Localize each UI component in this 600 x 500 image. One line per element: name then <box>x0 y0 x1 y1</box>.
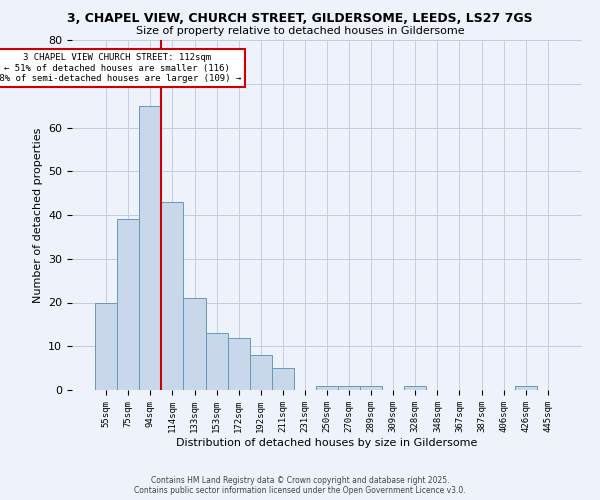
Bar <box>515 386 537 390</box>
Bar <box>272 368 294 390</box>
Bar <box>184 298 206 390</box>
Bar <box>206 333 227 390</box>
Text: Size of property relative to detached houses in Gildersome: Size of property relative to detached ho… <box>136 26 464 36</box>
Bar <box>117 220 139 390</box>
Bar <box>404 386 427 390</box>
Bar <box>360 386 382 390</box>
Bar <box>139 106 161 390</box>
Bar <box>316 386 338 390</box>
Y-axis label: Number of detached properties: Number of detached properties <box>32 128 43 302</box>
Text: Contains HM Land Registry data © Crown copyright and database right 2025.
Contai: Contains HM Land Registry data © Crown c… <box>134 476 466 495</box>
Bar <box>227 338 250 390</box>
Bar <box>161 202 184 390</box>
X-axis label: Distribution of detached houses by size in Gildersome: Distribution of detached houses by size … <box>176 438 478 448</box>
Bar <box>95 302 117 390</box>
Bar <box>250 355 272 390</box>
Bar <box>338 386 360 390</box>
Text: 3, CHAPEL VIEW, CHURCH STREET, GILDERSOME, LEEDS, LS27 7GS: 3, CHAPEL VIEW, CHURCH STREET, GILDERSOM… <box>67 12 533 26</box>
Text: 3 CHAPEL VIEW CHURCH STREET: 112sqm
← 51% of detached houses are smaller (116)
4: 3 CHAPEL VIEW CHURCH STREET: 112sqm ← 51… <box>0 53 241 83</box>
